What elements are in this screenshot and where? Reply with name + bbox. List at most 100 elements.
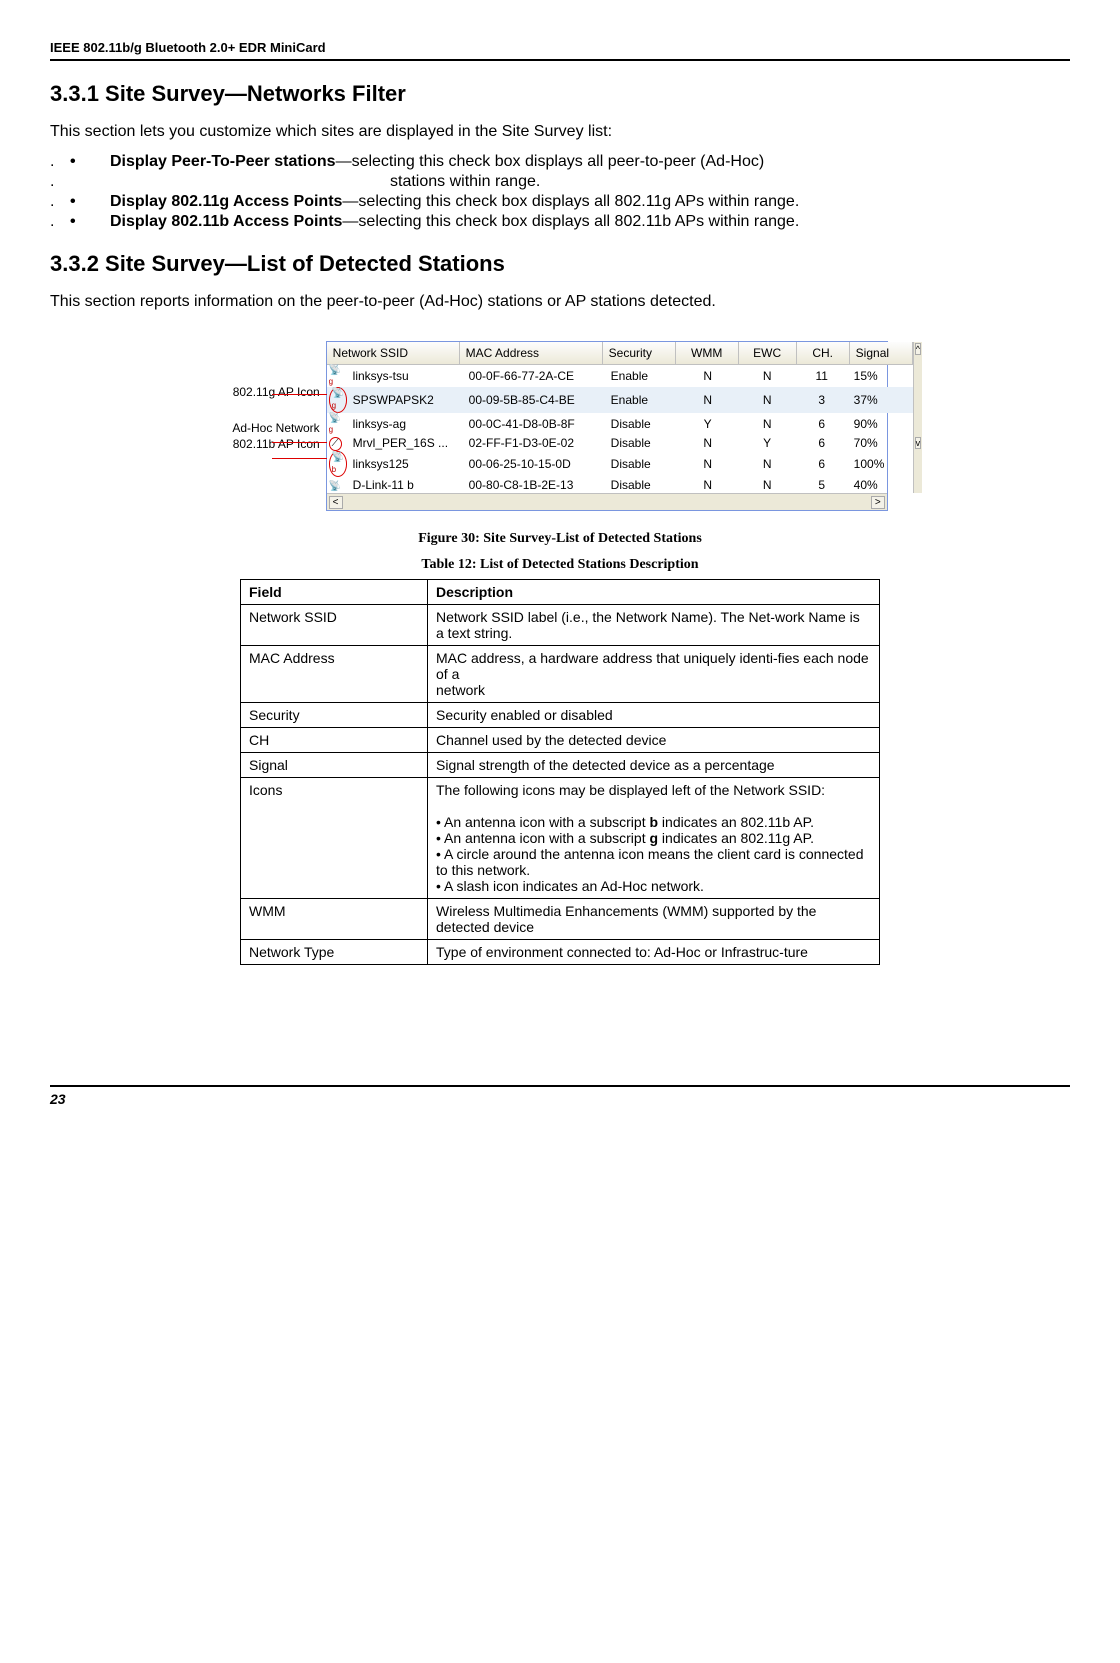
cell-mac: 00-0C-41-D8-0B-8F [463,416,605,432]
grid-row[interactable]: 📡D-Link-11 b00-80-C8-1B-2E-13DisableNN54… [327,477,913,493]
page-footer: 23 [50,1085,1070,1107]
cell-channel: 11 [796,368,848,384]
desc-value: MAC address, a hardware address that uni… [428,646,880,703]
cell-signal: 15% [848,368,910,384]
section-intro-filter: This section lets you customize which si… [50,123,1070,141]
desc-field: CH [241,728,428,753]
figure-caption: Figure 30: Site Survey-List of Detected … [50,531,1070,547]
cell-ewc: Y [739,435,796,451]
desc-row: IconsThe following icons may be displaye… [241,778,880,899]
desc-row: Network TypeType of environment connecte… [241,940,880,965]
desc-head-desc: Description [428,580,880,605]
cell-wmm: N [677,435,739,451]
section-heading-filter: 3.3.1 Site Survey—Networks Filter [50,81,1070,107]
desc-head-field: Field [241,580,428,605]
table-caption: Table 12: List of Detected Stations Desc… [50,557,1070,573]
cell-signal: 90% [848,416,910,432]
cell-security: Disable [605,435,677,451]
grid-header: Network SSID MAC Address Security WMM EW… [327,342,913,365]
cell-wmm: N [677,392,739,408]
bullet-peer-cont: . stations within range. [50,173,1070,191]
bullet-80211b: .• Display 802.11b Access Points—selecti… [50,213,1070,231]
label-adhoc: Ad-Hoc Network [232,421,319,435]
label-80211g-icon: 802.11g AP Icon [232,385,319,399]
desc-value: Network SSID label (i.e., the Network Na… [428,605,880,646]
desc-field: Signal [241,753,428,778]
row-icon: 📡g [327,365,347,387]
cell-ssid: D-Link-11 b [347,477,463,493]
cell-ssid: linksys125 [347,456,463,472]
scrollbar-horizontal[interactable]: < > [327,493,887,510]
cell-wmm: N [677,368,739,384]
desc-value: Security enabled or disabled [428,703,880,728]
cell-security: Disable [605,416,677,432]
cell-ewc: N [739,368,796,384]
grid-row[interactable]: 📡gSPSWPAPSK200-09-5B-85-C4-BEEnableNN337… [327,387,913,413]
grid-row[interactable]: 📡glinksys-ag00-0C-41-D8-0B-8FDisableYN69… [327,413,913,435]
description-table: Field Description Network SSIDNetwork SS… [240,579,880,965]
grid-row[interactable]: 📡blinksys12500-06-25-10-15-0DDisableNN61… [327,451,913,477]
desc-value: Type of environment connected to: Ad-Hoc… [428,940,880,965]
cell-signal: 37% [848,392,910,408]
section-intro-list: This section reports information on the … [50,293,1070,311]
cell-channel: 3 [796,392,848,408]
cell-security: Enable [605,368,677,384]
desc-row: Network SSIDNetwork SSID label (i.e., th… [241,605,880,646]
cell-security: Disable [605,477,677,493]
cell-ewc: N [739,477,796,493]
desc-row: CHChannel used by the detected device [241,728,880,753]
label-80211b-icon: 802.11b AP Icon [232,437,319,451]
cell-mac: 00-09-5B-85-C4-BE [463,392,605,408]
row-icon: 📡 [327,478,347,492]
desc-field: Icons [241,778,428,899]
row-icon: ⟋ [327,435,347,451]
cell-ewc: N [739,392,796,408]
desc-value: Signal strength of the detected device a… [428,753,880,778]
section-heading-list: 3.3.2 Site Survey—List of Detected Stati… [50,251,1070,277]
cell-ewc: N [739,456,796,472]
cell-channel: 6 [796,456,848,472]
cell-mac: 00-06-25-10-15-0D [463,456,605,472]
desc-row: SecuritySecurity enabled or disabled [241,703,880,728]
cell-mac: 00-0F-66-77-2A-CE [463,368,605,384]
cell-signal: 100% [848,456,910,472]
row-icon: 📡g [327,387,347,413]
cell-ewc: N [739,416,796,432]
desc-row: SignalSignal strength of the detected de… [241,753,880,778]
cell-signal: 70% [848,435,910,451]
desc-value: Wireless Multimedia Enhancements (WMM) s… [428,899,880,940]
desc-field: WMM [241,899,428,940]
desc-field: Network SSID [241,605,428,646]
cell-mac: 00-80-C8-1B-2E-13 [463,477,605,493]
site-survey-grid: Network SSID MAC Address Security WMM EW… [326,341,888,511]
cell-channel: 6 [796,435,848,451]
grid-row[interactable]: 📡glinksys-tsu00-0F-66-77-2A-CEEnableNN11… [327,365,913,387]
row-icon: 📡g [327,413,347,435]
cell-ssid: Mrvl_PER_16S ... [347,435,463,451]
cell-wmm: N [677,456,739,472]
grid-row[interactable]: ⟋Mrvl_PER_16S ...02-FF-F1-D3-0E-02Disabl… [327,435,913,451]
doc-header: IEEE 802.11b/g Bluetooth 2.0+ EDR MiniCa… [50,40,1070,61]
desc-field: Network Type [241,940,428,965]
cell-security: Enable [605,392,677,408]
cell-channel: 6 [796,416,848,432]
cell-mac: 02-FF-F1-D3-0E-02 [463,435,605,451]
desc-field: Security [241,703,428,728]
desc-value: Channel used by the detected device [428,728,880,753]
bullet-peer: .• Display Peer-To-Peer stations—selecti… [50,153,1070,171]
cell-ssid: linksys-tsu [347,368,463,384]
bullet-80211g: .• Display 802.11g Access Points—selecti… [50,193,1070,211]
desc-value: The following icons may be displayed lef… [428,778,880,899]
scrollbar-vertical[interactable]: ^ v [913,342,923,493]
cell-wmm: Y [677,416,739,432]
desc-row: MAC AddressMAC address, a hardware addre… [241,646,880,703]
figure-site-survey: 802.11g AP Icon Ad-Hoc Network 802.11b A… [50,341,1070,511]
cell-security: Disable [605,456,677,472]
cell-ssid: linksys-ag [347,416,463,432]
cell-channel: 5 [796,477,848,493]
cell-wmm: N [677,477,739,493]
cell-ssid: SPSWPAPSK2 [347,392,463,408]
cell-signal: 40% [848,477,910,493]
row-icon: 📡b [327,451,347,477]
desc-row: WMMWireless Multimedia Enhancements (WMM… [241,899,880,940]
